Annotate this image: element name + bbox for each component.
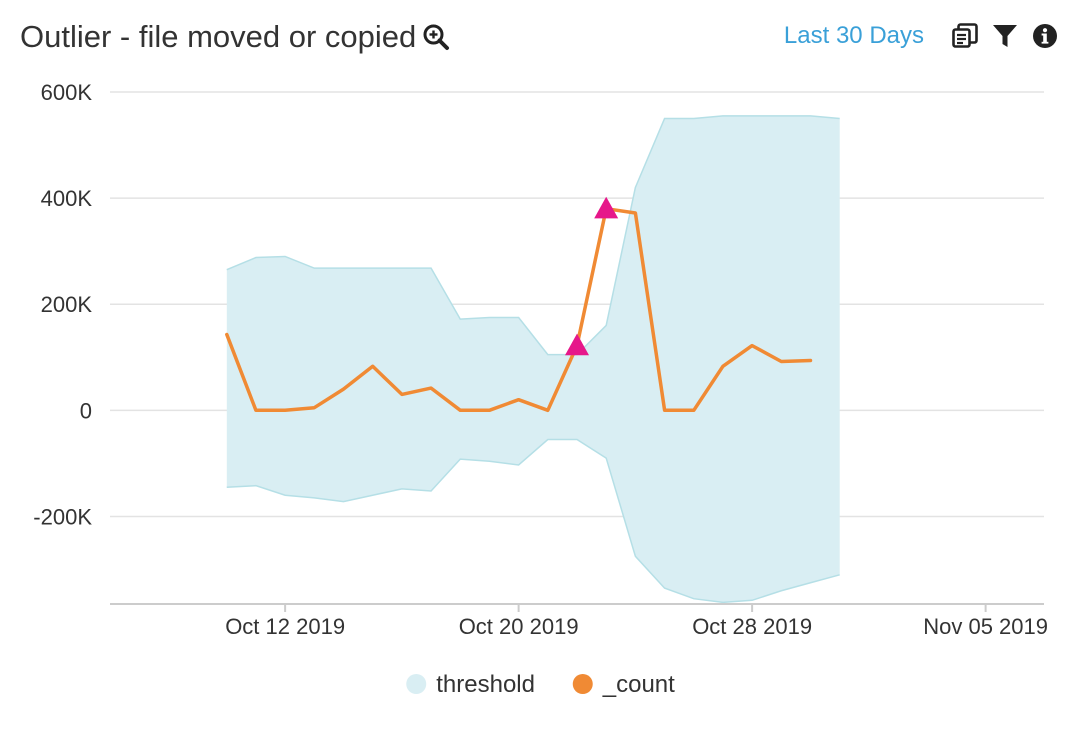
filter-icon[interactable]	[992, 23, 1018, 49]
y-tick-label: 600K	[41, 80, 93, 105]
legend-swatch	[406, 674, 427, 694]
count-series-line	[225, 206, 813, 413]
zoom-in-icon[interactable]	[422, 23, 450, 51]
threshold-upper-edge	[226, 115, 840, 356]
panel-title: Outlier - file moved or copied	[20, 19, 417, 54]
copy-icon[interactable]	[952, 23, 978, 49]
axes: -200K 0 200K 400K 600K Oct 12 2019 Oct 20 2019…	[33, 80, 1048, 639]
count-line	[225, 206, 813, 413]
x-tick-label: Oct 20 2019	[459, 614, 579, 639]
threshold-area	[226, 115, 840, 603]
legend: threshold _count	[406, 671, 675, 698]
outlier-markers	[565, 196, 619, 356]
legend-label: threshold	[436, 671, 535, 698]
x-tick-label: Oct 12 2019	[225, 614, 345, 639]
panel-controls: Last 30 Days	[784, 22, 1058, 50]
x-tick-label: Nov 05 2019	[923, 614, 1048, 639]
threshold-lower-edge	[226, 438, 840, 604]
x-tick-label: Oct 28 2019	[692, 614, 812, 639]
legend-item[interactable]: _count	[572, 671, 675, 698]
outlier-marker[interactable]	[594, 196, 619, 219]
y-tick-label: 0	[80, 398, 92, 423]
y-tick-label: 200K	[41, 292, 93, 317]
info-icon[interactable]	[1032, 23, 1058, 49]
y-tick-label: 400K	[41, 186, 93, 211]
legend-swatch	[572, 674, 593, 694]
legend-label: _count	[602, 671, 675, 698]
outlier-marker[interactable]	[565, 333, 589, 356]
panel-header: Outlier - file moved or copied Last 30 D…	[0, 0, 1084, 76]
legend-item[interactable]: threshold	[406, 671, 535, 698]
time-range-link[interactable]: Last 30 Days	[783, 22, 924, 49]
threshold-band	[226, 115, 840, 604]
y-tick-label: -200K	[33, 504, 92, 529]
title-group: Outlier - file moved or copied	[20, 18, 450, 56]
